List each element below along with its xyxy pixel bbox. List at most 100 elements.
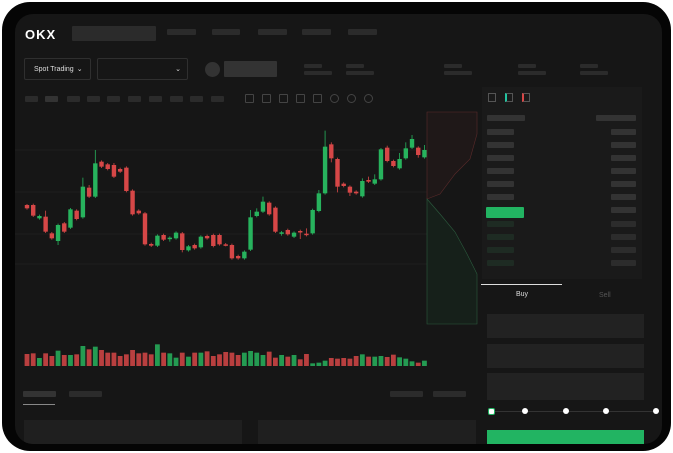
draw-icon[interactable] <box>313 94 322 103</box>
depth-bids <box>426 198 478 325</box>
candle-body <box>378 149 384 180</box>
ask-price <box>487 129 514 135</box>
candle-body <box>198 236 204 248</box>
timeframe-button[interactable] <box>211 96 224 102</box>
volume-bar <box>390 354 396 366</box>
candle-body <box>235 256 241 259</box>
search-bar[interactable] <box>72 26 156 41</box>
candle-body <box>155 235 160 246</box>
candle-body <box>391 161 396 166</box>
candle-body <box>403 148 409 159</box>
volume-bar <box>167 353 173 366</box>
volume-bar <box>335 358 340 366</box>
ask-size <box>611 207 636 213</box>
candle-body <box>347 186 353 193</box>
tab-sell[interactable]: Sell <box>599 292 611 299</box>
ask-size <box>611 194 636 200</box>
target-icon[interactable] <box>330 94 339 103</box>
candle-body <box>279 232 284 234</box>
candle-body <box>117 169 123 172</box>
volume-bar <box>217 354 222 366</box>
price-input[interactable] <box>487 314 644 338</box>
total-input[interactable] <box>487 373 644 400</box>
book-asks-icon[interactable] <box>522 93 530 102</box>
amount-slider[interactable] <box>488 408 659 415</box>
candle-body <box>273 207 278 232</box>
volume-bar <box>241 352 247 366</box>
okx-logo[interactable]: OKX <box>25 27 57 42</box>
volume-bar <box>409 361 415 366</box>
volume-bar <box>403 358 409 366</box>
circle-icon[interactable] <box>347 94 356 103</box>
slider-handle[interactable] <box>488 408 495 415</box>
timeframe-button[interactable] <box>87 96 100 102</box>
nav-item[interactable] <box>302 29 331 35</box>
candle-body <box>322 146 328 194</box>
indicator-icon[interactable] <box>262 94 271 103</box>
volume-bar <box>422 360 427 366</box>
volume-bar <box>74 354 80 366</box>
candle-body <box>204 236 210 239</box>
timeframe-button[interactable] <box>190 96 203 102</box>
candle-body <box>24 205 30 209</box>
volume-bar <box>130 350 135 366</box>
timeframe-button[interactable] <box>25 96 38 102</box>
volume-bar <box>173 357 179 366</box>
ask-price <box>487 168 514 174</box>
pair-selector[interactable]: ⌄ <box>97 58 188 80</box>
timeframe-button[interactable] <box>67 96 80 102</box>
candle-body <box>254 211 259 216</box>
nav-item[interactable] <box>212 29 240 35</box>
candle-body <box>242 251 247 259</box>
volume-bar <box>43 353 49 366</box>
expand-icon[interactable] <box>364 94 373 103</box>
line-icon[interactable] <box>296 94 305 103</box>
candle-body <box>266 202 272 215</box>
candlestick-chart[interactable] <box>15 14 662 444</box>
nav-item[interactable] <box>348 29 377 35</box>
volume-bar <box>279 355 285 366</box>
tab-order-history[interactable] <box>69 391 102 397</box>
filter-button[interactable] <box>433 391 466 397</box>
candle-body <box>62 223 67 232</box>
candle-body <box>409 139 415 148</box>
bid-price <box>487 221 514 227</box>
settings-icon[interactable] <box>279 94 288 103</box>
tab-buy[interactable]: Buy <box>516 291 529 298</box>
volume-bar <box>260 355 266 366</box>
ask-price <box>487 181 514 187</box>
candle-body <box>180 233 185 250</box>
book-both-icon[interactable] <box>488 93 496 102</box>
candle-body <box>111 165 117 177</box>
candle-body <box>329 144 334 159</box>
tab-open-orders[interactable] <box>23 391 56 397</box>
coin-icon <box>205 62 220 77</box>
volume-bar <box>142 352 148 366</box>
buy-button[interactable] <box>487 430 644 444</box>
volume-bar <box>30 353 36 366</box>
candle-body <box>372 179 377 184</box>
volume-bar <box>415 362 421 366</box>
book-bids-icon[interactable] <box>505 93 513 102</box>
nav-item[interactable] <box>258 29 287 35</box>
volume-bar <box>55 350 61 366</box>
timeframe-button[interactable] <box>107 96 120 102</box>
indicator-icon[interactable] <box>245 94 254 103</box>
timeframe-button[interactable] <box>128 96 141 102</box>
volume-bar <box>161 352 167 366</box>
ask-price <box>487 194 514 200</box>
market-selector[interactable]: Spot Trading ⌄ <box>24 58 91 80</box>
volume-bar <box>186 356 191 366</box>
timeframe-button[interactable] <box>149 96 162 102</box>
bid-size <box>611 234 636 240</box>
volume-bar <box>254 352 260 366</box>
nav-item[interactable] <box>167 29 196 35</box>
filter-button[interactable] <box>390 391 423 397</box>
candle-body <box>260 201 266 212</box>
amount-input[interactable] <box>487 344 644 368</box>
timeframe-button[interactable] <box>45 96 58 102</box>
candle-body <box>86 187 92 197</box>
timeframe-button[interactable] <box>170 96 183 102</box>
volume-bar <box>111 352 117 366</box>
